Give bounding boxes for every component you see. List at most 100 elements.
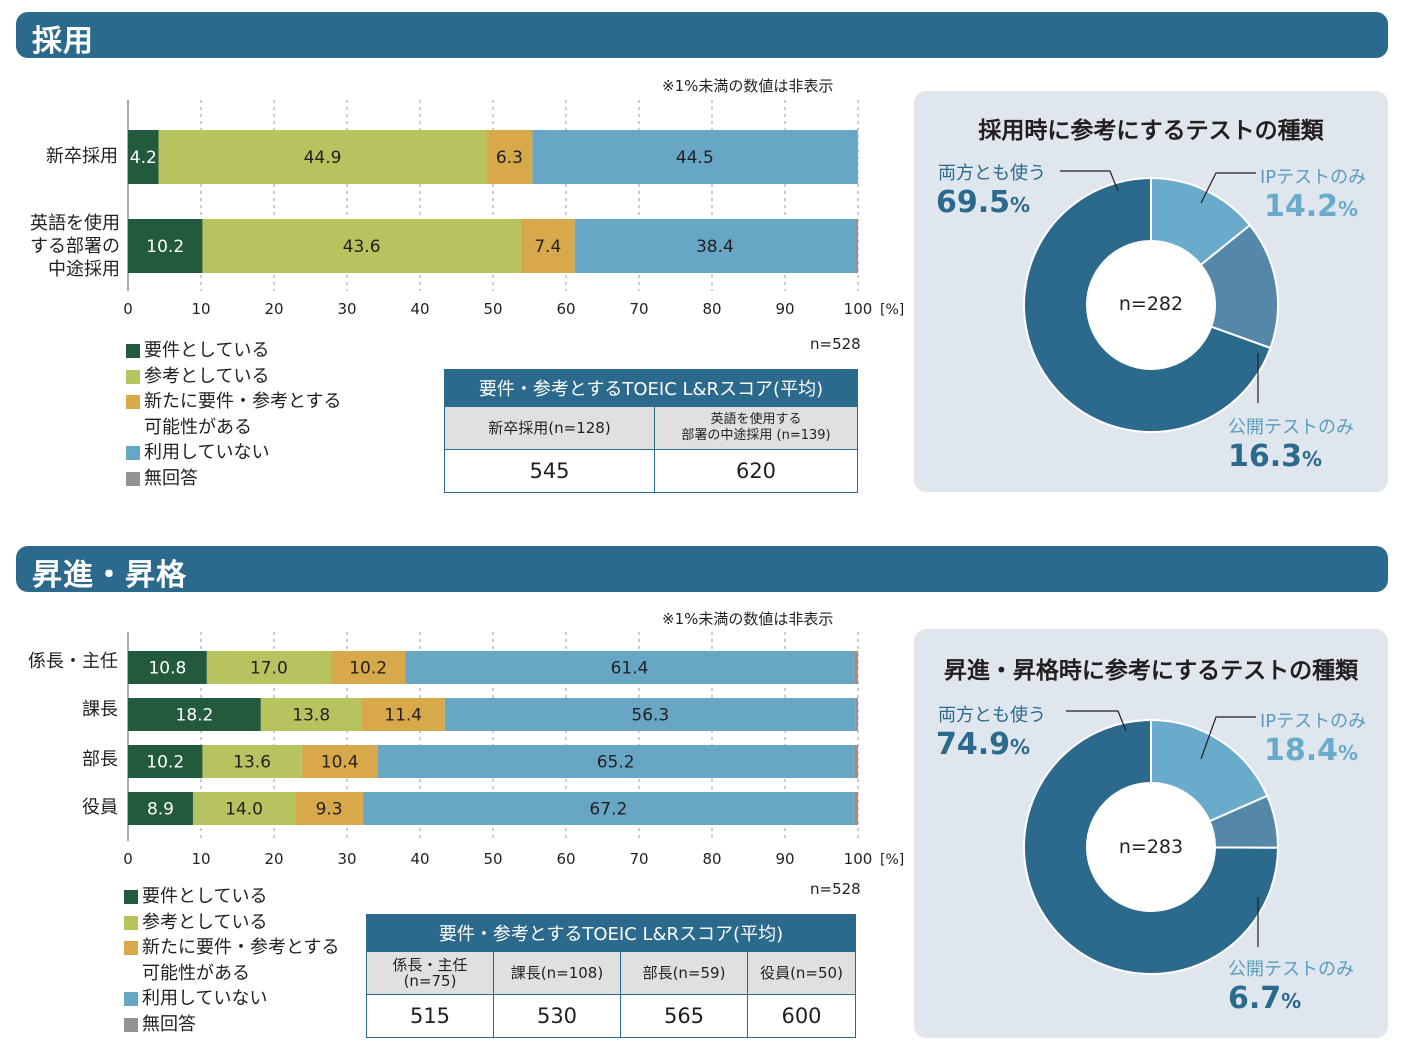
promotion-bar-segment (301, 745, 378, 778)
hiring-tick-label: 90 (775, 300, 794, 318)
hiring-legend-item: 新たに要件・参考とする 可能性がある (126, 389, 341, 440)
hiring-bar-segment (574, 219, 856, 273)
promotion-legend: 要件としている 参考としている 新たに要件・参考とする 可能性がある 利用していない無… (124, 884, 339, 1037)
hiring-score-value-1: 620 (654, 449, 858, 493)
hiring-bar-segment (486, 130, 533, 184)
promotion-legend-label: 参考としている (142, 911, 268, 933)
promotion-bar-segment (853, 745, 858, 778)
promotion-category-label-1: 課長 (82, 699, 118, 720)
hiring-bar-segment (857, 130, 858, 184)
promotion-legend-item: 新たに要件・参考とする 可能性がある (124, 935, 339, 986)
hiring-data-label: 44.5 (676, 148, 714, 168)
promotion-score-table: 要件・参考とするTOEIC L&Rスコア(平均) 係長・主任(n=75) 課長(… (366, 914, 856, 1038)
promotion-legend-item: 無回答 (124, 1012, 339, 1038)
promotion-category-label-3: 役員 (82, 797, 118, 818)
promotion-data-label: 18.2 (176, 706, 214, 726)
promotion-donut-label-public: 公開テストのみ (1228, 959, 1354, 980)
promotion-section-header: 昇進・昇格 (16, 546, 1388, 593)
hiring-donut-slice (1023, 176, 1272, 433)
hiring-data-label: 10.2 (146, 237, 184, 257)
promotion-bar-segment (377, 745, 854, 778)
promotion-legend-label: 無回答 (142, 1013, 196, 1035)
promotion-bar-segment (405, 651, 854, 684)
promotion-data-label: 10.4 (321, 753, 359, 773)
hiring-score-value-0: 545 (444, 449, 655, 493)
promotion-legend-label: 新たに要件・参考とする 可能性がある (142, 937, 340, 984)
promotion-donut-pct-ip: 18.4% (1264, 733, 1359, 768)
hiring-legend-label: 新たに要件・参考とする 可能性がある (144, 391, 342, 438)
promotion-note: ※1%未満の数値は非表示 (662, 610, 834, 628)
hiring-unit-label: [%] (880, 302, 904, 318)
promotion-donut-label-ip: IPテストのみ (1260, 711, 1367, 732)
promotion-legend-swatch (124, 992, 138, 1006)
promotion-donut-center-n: n=283 (1118, 836, 1184, 858)
promotion-data-label: 9.3 (316, 800, 343, 820)
promotion-score-header-1: 課長(n=108) (493, 951, 621, 995)
promotion-legend-item: 利用していない (124, 986, 339, 1012)
hiring-legend-item: 無回答 (126, 466, 341, 492)
hiring-bar-segment (520, 219, 575, 273)
hiring-data-label: 43.6 (343, 237, 381, 257)
hiring-score-table-title: 要件・参考とするTOEIC L&Rスコア(平均) (444, 369, 858, 407)
hiring-donut-hole (1087, 241, 1215, 369)
promotion-score-value-2: 565 (620, 994, 748, 1038)
promotion-donut-hole (1087, 783, 1215, 911)
promotion-tick-label: 20 (264, 850, 283, 868)
promotion-bar-segment (192, 792, 296, 825)
promotion-data-label: 13.8 (292, 706, 330, 726)
promotion-tick-label: 40 (410, 850, 429, 868)
promotion-score-value-0: 515 (366, 994, 494, 1038)
hiring-donut-pct-public: 16.3% (1228, 439, 1323, 474)
hiring-tick-label: 10 (191, 300, 210, 318)
promotion-legend-swatch (124, 915, 138, 930)
promotion-bar-segment (206, 651, 331, 684)
hiring-donut-label-both: 両方とも使う (938, 163, 1046, 184)
hiring-tick-label: 40 (410, 300, 429, 318)
hiring-data-label: 6.3 (496, 148, 523, 168)
promotion-data-label: 13.6 (233, 753, 271, 773)
promotion-data-label: 67.2 (589, 800, 627, 820)
hiring-tick-label: 80 (702, 300, 721, 318)
promotion-score-header-3: 役員(n=50) (747, 951, 856, 995)
promotion-bar-segment (128, 651, 207, 684)
promotion-bar-segment (330, 651, 406, 684)
promotion-bar-segment (128, 698, 261, 731)
hiring-data-label: 44.9 (304, 148, 342, 168)
hiring-legend-swatch (126, 446, 140, 460)
promotion-leader-line (1200, 716, 1256, 760)
hiring-legend: 要件としている 参考としている 新たに要件・参考とする 可能性がある 利用していない無… (126, 338, 341, 491)
promotion-bar-segment (361, 698, 445, 731)
hiring-tick-label: 70 (629, 300, 648, 318)
promotion-leader-line (1066, 710, 1127, 732)
hiring-section-header: 採用 (16, 12, 1388, 59)
hiring-donut-label-ip: IPテストのみ (1260, 167, 1367, 188)
promotion-legend-label: 利用していない (142, 988, 268, 1009)
promotion-tick-label: 0 (123, 850, 133, 868)
hiring-n-label: n=528 (810, 335, 861, 353)
promotion-tick-label: 90 (775, 850, 794, 868)
promotion-data-label: 14.0 (225, 800, 263, 820)
promotion-donut-chart (1023, 710, 1280, 975)
promotion-legend-swatch (124, 890, 138, 904)
hiring-legend-swatch (126, 395, 140, 409)
hiring-legend-swatch (126, 344, 140, 358)
promotion-bar-segment (853, 792, 858, 825)
promotion-legend-item: 参考としている (124, 910, 339, 936)
hiring-legend-item: 参考としている (126, 364, 341, 390)
promotion-score-value-3: 600 (747, 994, 856, 1038)
promotion-donut-title: 昇進・昇格時に参考にするテストの種類 (943, 658, 1359, 684)
hiring-donut-pct-ip: 14.2% (1264, 189, 1359, 224)
promotion-bar-segment (260, 698, 362, 731)
hiring-donut-pct-both: 69.5% (936, 185, 1031, 220)
promotion-bar-segment (128, 745, 203, 778)
promotion-legend-swatch (124, 1017, 138, 1032)
hiring-legend-label: 参考としている (144, 365, 270, 387)
promotion-tick-label: 30 (337, 850, 356, 868)
hiring-legend-item: 利用していない (126, 440, 341, 466)
promotion-data-label: 17.0 (250, 659, 288, 679)
promotion-bar-segment (295, 792, 364, 825)
promotion-tick-label: 10 (191, 850, 210, 868)
hiring-score-table: 要件・参考とするTOEIC L&Rスコア(平均) 新卒採用(n=128) 英語を… (444, 369, 858, 493)
promotion-donut-pct-both: 74.9% (936, 727, 1031, 762)
hiring-category-label-0: 新卒採用 (46, 146, 118, 167)
